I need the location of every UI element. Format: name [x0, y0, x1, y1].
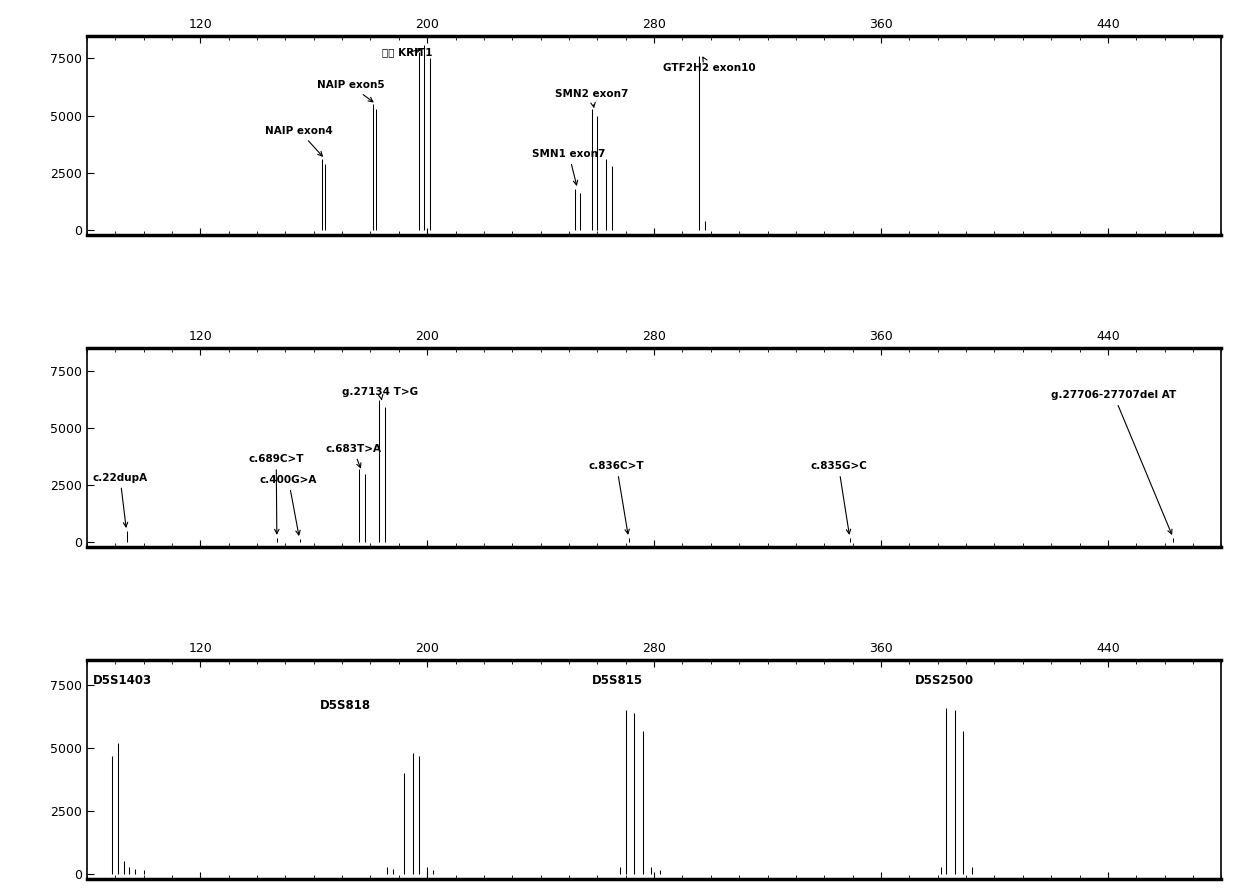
- Text: D5S815: D5S815: [591, 674, 642, 686]
- Text: c.836C>T: c.836C>T: [589, 461, 645, 534]
- Text: D5S818: D5S818: [320, 699, 371, 712]
- Text: c.683T>A: c.683T>A: [325, 444, 381, 468]
- Text: SMN2 exon7: SMN2 exon7: [554, 90, 629, 107]
- Text: 内控 KRIT1: 内控 KRIT1: [382, 47, 433, 57]
- Text: c.689C>T: c.689C>T: [248, 455, 304, 534]
- Text: c.22dupA: c.22dupA: [93, 472, 148, 527]
- Text: GTF2H2 exon10: GTF2H2 exon10: [662, 57, 755, 73]
- Text: D5S1403: D5S1403: [93, 674, 151, 686]
- Text: c.835G>C: c.835G>C: [810, 461, 867, 534]
- Text: c.400G>A: c.400G>A: [260, 475, 317, 535]
- Text: g.27134 T>G: g.27134 T>G: [342, 386, 418, 400]
- Text: SMN1 exon7: SMN1 exon7: [532, 149, 605, 185]
- Text: g.27706-27707del AT: g.27706-27707del AT: [1052, 390, 1177, 534]
- Text: NAIP exon4: NAIP exon4: [265, 126, 334, 156]
- Text: NAIP exon5: NAIP exon5: [316, 80, 384, 102]
- Text: D5S2500: D5S2500: [915, 674, 975, 686]
